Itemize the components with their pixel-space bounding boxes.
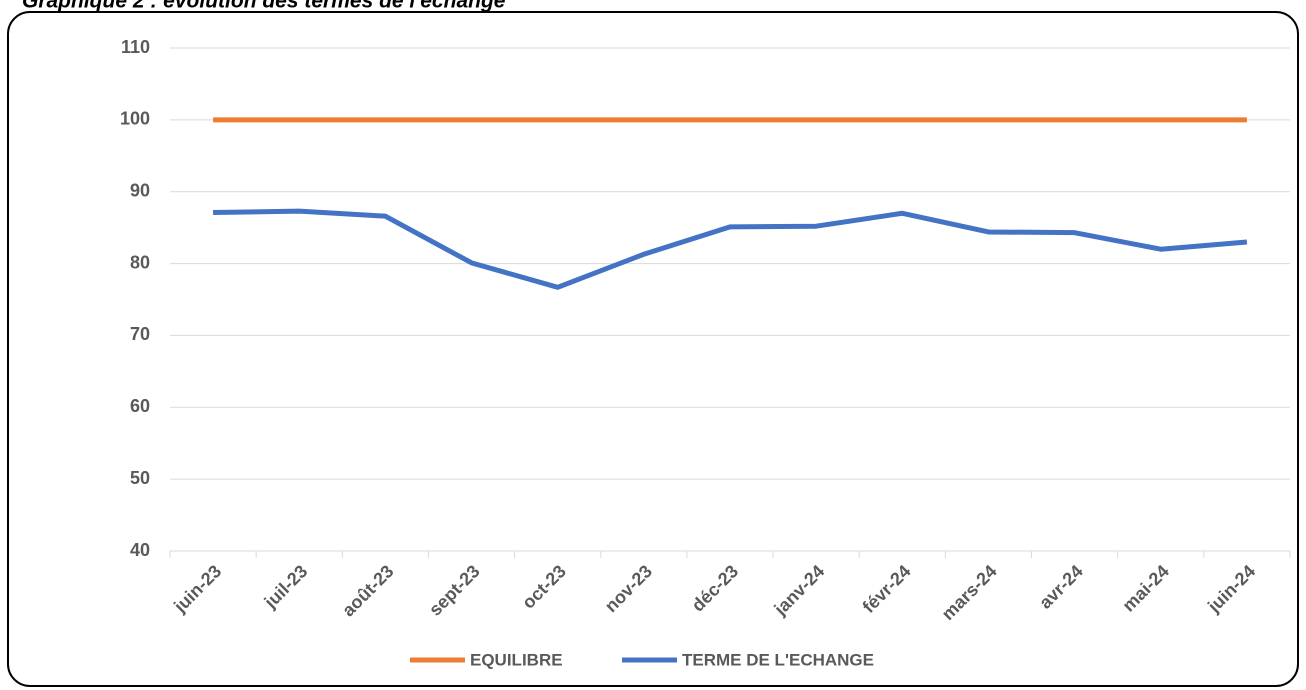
- y-tick-label: 80: [130, 252, 150, 272]
- legend-label: EQUILIBRE: [470, 650, 563, 669]
- chart-title: Graphique 2 : évolution des termes de l'…: [22, 0, 506, 13]
- y-tick-label: 70: [130, 324, 150, 344]
- y-tick-label: 100: [120, 109, 150, 129]
- legend-label: TERME DE L'ECHANGE: [682, 650, 874, 669]
- chart-frame: [7, 11, 1299, 687]
- line-series: [213, 208, 1248, 290]
- y-tick-label: 110: [121, 37, 150, 57]
- y-tick-label: 40: [130, 540, 150, 560]
- y-tick-label: 60: [130, 396, 150, 416]
- y-tick-label: 90: [130, 180, 150, 200]
- y-tick-label: 50: [130, 468, 150, 488]
